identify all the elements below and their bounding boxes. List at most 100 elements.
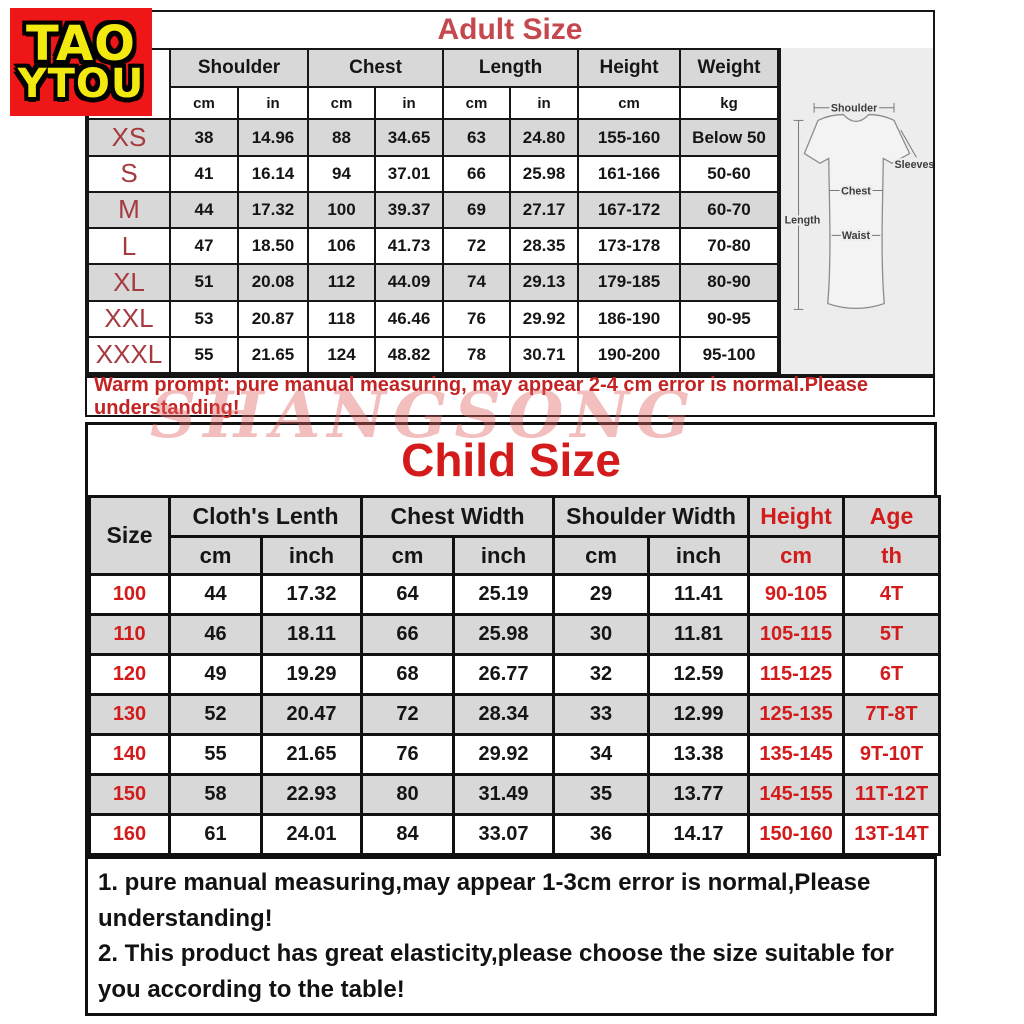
- unit-cell: inch: [259, 535, 364, 576]
- cell: 76: [442, 299, 512, 338]
- table-row: 130 52 20.47 72 28.34 33 12.99 125-135 7…: [88, 693, 942, 736]
- cell: 46: [168, 613, 263, 656]
- logo-text-line1: TAO: [26, 15, 136, 72]
- cell: 51: [169, 263, 239, 302]
- unit-cell: cm: [442, 86, 512, 121]
- column-header-height: Height: [577, 47, 682, 89]
- child-size-table: Size Cloth's Lenth Chest Width Shoulder …: [88, 495, 942, 856]
- column-header-chest-width: Chest Width: [360, 495, 556, 538]
- size-label: XXL: [87, 299, 171, 338]
- cell: 78: [442, 335, 512, 375]
- column-header-weight: Weight: [679, 47, 780, 89]
- cell: 95-100: [679, 335, 780, 375]
- cell: 12.99: [647, 693, 751, 736]
- table-row: M 44 17.32 100 39.37 69 27.17 167-172 60…: [87, 190, 780, 230]
- size-label: XL: [87, 263, 171, 302]
- cell: 20.47: [259, 693, 364, 736]
- cell: 72: [442, 227, 512, 266]
- age-cell: 5T: [842, 613, 942, 656]
- size-label: 120: [88, 653, 171, 696]
- unit-cell: cm: [577, 86, 682, 121]
- cell: 190-200: [577, 335, 682, 375]
- cell: 13.38: [647, 733, 751, 776]
- cell: 66: [442, 154, 512, 193]
- cell: 29.13: [509, 263, 580, 302]
- cell: 18.11: [259, 613, 364, 656]
- height-cell: 115-125: [747, 653, 846, 696]
- cell: 16.14: [237, 154, 309, 193]
- cell: 46.46: [373, 299, 445, 338]
- cell: 173-178: [577, 227, 682, 266]
- cell: 41.73: [373, 227, 445, 266]
- cell: 47: [169, 227, 239, 266]
- cell: 179-185: [577, 263, 682, 302]
- cell: 29: [552, 573, 651, 616]
- height-cell: 105-115: [747, 613, 846, 656]
- age-cell: 4T: [842, 573, 942, 616]
- cell: 14.17: [647, 813, 751, 856]
- table-row: XL 51 20.08 112 44.09 74 29.13 179-185 8…: [87, 263, 780, 302]
- table-row: XXXL 55 21.65 124 48.82 78 30.71 190-200…: [87, 335, 780, 375]
- cell: 26.77: [452, 653, 556, 696]
- adult-size-title: Adult Size: [437, 13, 583, 46]
- cell: 25.98: [452, 613, 556, 656]
- note-line-2: 2. This product has great elasticity,ple…: [98, 940, 894, 1003]
- cell: 35: [552, 773, 651, 816]
- cell: 84: [360, 813, 456, 856]
- cell: 32: [552, 653, 651, 696]
- cell: 60-70: [679, 190, 780, 230]
- cell: 90-95: [679, 299, 780, 338]
- cell: 22.93: [259, 773, 364, 816]
- cell: 30.71: [509, 335, 580, 375]
- cell: 36: [552, 813, 651, 856]
- child-size-section: Child Size Size Cloth's Lenth Chest Widt…: [85, 422, 942, 1016]
- cell: 161-166: [577, 154, 682, 193]
- cell: 106: [307, 227, 376, 266]
- height-cell: 145-155: [747, 773, 846, 816]
- unit-cell: cm: [168, 535, 263, 576]
- table-row: 120 49 19.29 68 26.77 32 12.59 115-125 6…: [88, 653, 942, 696]
- cell: 94: [307, 154, 376, 193]
- cell: 53: [169, 299, 239, 338]
- cell: 34: [552, 733, 651, 776]
- table-row: XS 38 14.96 88 34.65 63 24.80 155-160 Be…: [87, 118, 780, 157]
- cell: 112: [307, 263, 376, 302]
- cell: 155-160: [577, 118, 682, 157]
- adult-size-body: Shoulder Chest Length Height Weight cm i…: [87, 47, 933, 375]
- cell: 12.59: [647, 653, 751, 696]
- age-cell: 6T: [842, 653, 942, 696]
- size-label: 130: [88, 693, 171, 736]
- table-row: 150 58 22.93 80 31.49 35 13.77 145-155 1…: [88, 773, 942, 816]
- cell: 29.92: [452, 733, 556, 776]
- size-label: XS: [87, 118, 171, 157]
- cell: 49: [168, 653, 263, 696]
- unit-cell: inch: [647, 535, 751, 576]
- cell: 118: [307, 299, 376, 338]
- unit-cell: cm: [169, 86, 239, 121]
- sleeves-label: Sleeves: [895, 159, 933, 171]
- cell: 80: [360, 773, 456, 816]
- column-header-cloth-length: Cloth's Lenth: [167, 495, 364, 538]
- cell: 18.50: [237, 227, 309, 266]
- cell: 29.92: [509, 299, 580, 338]
- child-size-title: Child Size: [401, 434, 621, 486]
- age-cell: 13T-14T: [842, 813, 942, 856]
- waist-label: Waist: [842, 230, 871, 242]
- unit-cell: cm: [552, 535, 651, 576]
- cell: 72: [360, 693, 456, 736]
- cell: 11.41: [647, 573, 751, 616]
- cell: 48.82: [373, 335, 445, 375]
- cell: 58: [168, 773, 263, 816]
- tshirt-diagram-svg: Shoulder Sleeves Chest Length Waist: [783, 101, 933, 310]
- table-row: XXL 53 20.87 118 46.46 76 29.92 186-190 …: [87, 299, 780, 338]
- note-line-1: 1. pure manual measuring,may appear 1-3c…: [98, 869, 871, 932]
- unit-cell: cm: [360, 535, 456, 576]
- cell: 17.32: [259, 573, 364, 616]
- table-row: 100 44 17.32 64 25.19 29 11.41 90-105 4T: [88, 573, 942, 616]
- age-cell: 11T-12T: [842, 773, 942, 816]
- cell: 55: [168, 733, 263, 776]
- size-label: S: [87, 154, 171, 193]
- cell: 55: [169, 335, 239, 375]
- cell: 100: [307, 190, 376, 230]
- column-header-length: Length: [442, 47, 580, 89]
